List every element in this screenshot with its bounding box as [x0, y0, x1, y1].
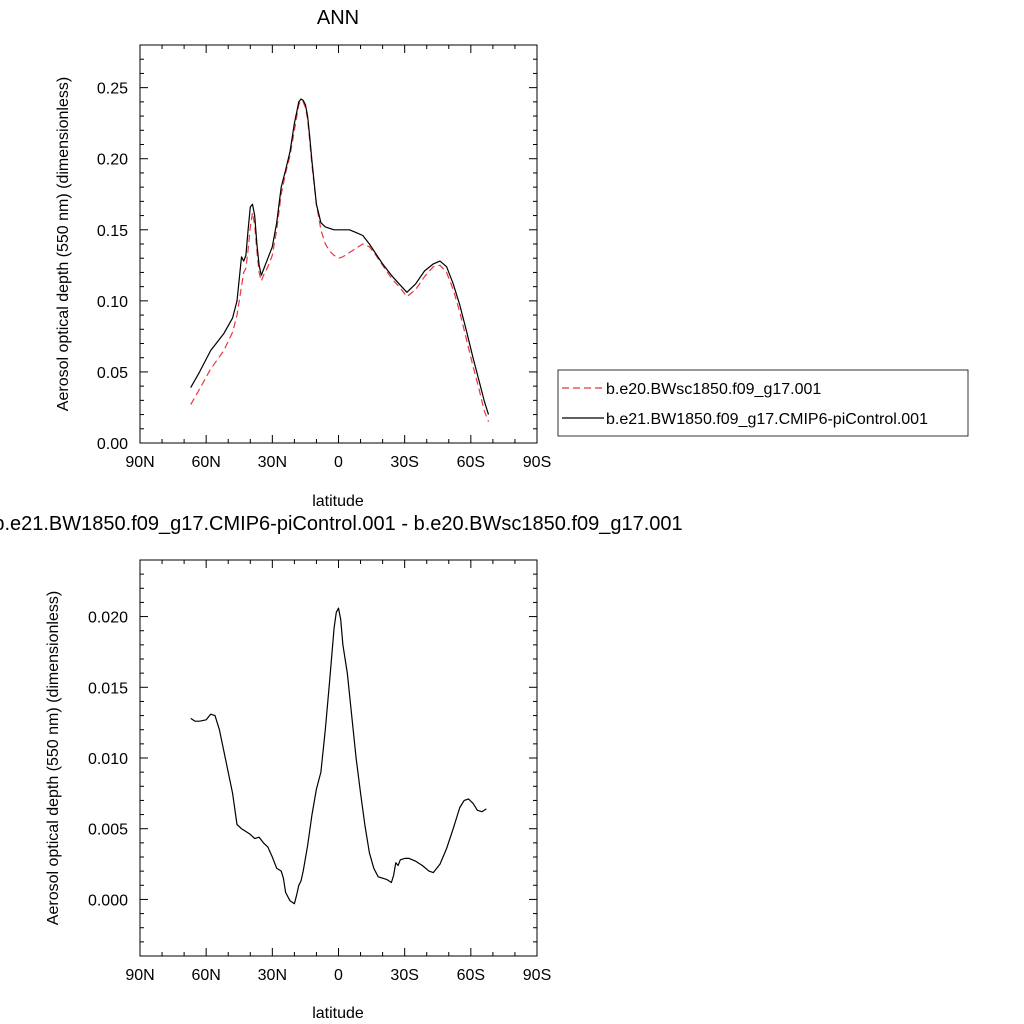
- bottom-chart-frame: [139, 559, 538, 957]
- bottom-chart-series: [190, 607, 487, 905]
- y-tick-label: 0.10: [97, 294, 128, 311]
- y-tick-label: 0.15: [97, 223, 128, 240]
- bottom-chart: b.e21.BW1850.f09_g17.CMIP6-piControl.001…: [0, 513, 683, 1022]
- bottom-chart-title: b.e21.BW1850.f09_g17.CMIP6-piControl.001…: [0, 513, 683, 535]
- x-tick-label: 0: [334, 454, 343, 471]
- legend-label-test: b.e21.BW1850.f09_g17.CMIP6-piControl.001: [606, 411, 928, 428]
- bottom-chart-ticks: 90N 60N 30N 0 30S 60S 90S 0.000 0.005 0.010 0.015 0…: [88, 559, 551, 984]
- y-tick-label: 0.010: [88, 751, 128, 768]
- x-tick-label: 0: [334, 967, 343, 984]
- top-chart: ANN 90N 60N 30N 0 30S 60S 90S 0.00 0.05 0.10 0.15 0…: [55, 7, 551, 510]
- top-chart-ylabel: Aerosol optical depth (550 nm) (dimensio…: [55, 77, 72, 411]
- x-tick-label: 30N: [258, 454, 287, 471]
- x-tick-label: 60N: [191, 967, 220, 984]
- y-tick-label: 0.25: [97, 81, 128, 98]
- x-tick-label: 90S: [523, 967, 551, 984]
- top-chart-title: ANN: [317, 7, 359, 29]
- series-line-0: [190, 99, 490, 422]
- y-tick-label: 0.000: [88, 892, 128, 909]
- y-tick-label: 0.015: [88, 680, 128, 697]
- y-tick-label: 0.05: [97, 365, 128, 382]
- top-chart-xlabel: latitude: [312, 493, 364, 510]
- x-tick-label: 30N: [258, 967, 287, 984]
- y-tick-label: 0.00: [97, 436, 128, 453]
- x-tick-label: 90N: [125, 454, 154, 471]
- x-tick-label: 90N: [125, 967, 154, 984]
- top-chart-series: [190, 98, 490, 422]
- legend: b.e20.BWsc1850.f09_g17.001 b.e21.BW1850.…: [557, 369, 969, 437]
- y-tick-label: 0.20: [97, 152, 128, 169]
- legend-label-ctrl: b.e20.BWsc1850.f09_g17.001: [606, 381, 821, 398]
- y-tick-label: 0.020: [88, 610, 128, 627]
- x-tick-label: 60S: [457, 454, 485, 471]
- x-tick-label: 60S: [457, 967, 485, 984]
- x-tick-label: 90S: [523, 454, 551, 471]
- series-line-1: [190, 98, 490, 415]
- bottom-chart-ylabel: Aerosol optical depth (550 nm) (dimensio…: [45, 591, 62, 925]
- top-chart-ticks: 90N 60N 30N 0 30S 60S 90S 0.00 0.05 0.10 0.15 0.20 0…: [97, 44, 551, 471]
- legend-box: [557, 369, 969, 437]
- series-line-0: [190, 607, 487, 905]
- x-tick-label: 30S: [390, 967, 418, 984]
- x-tick-label: 30S: [390, 454, 418, 471]
- bottom-chart-xlabel: latitude: [312, 1005, 364, 1022]
- x-tick-label: 60N: [191, 454, 220, 471]
- y-tick-label: 0.005: [88, 822, 128, 839]
